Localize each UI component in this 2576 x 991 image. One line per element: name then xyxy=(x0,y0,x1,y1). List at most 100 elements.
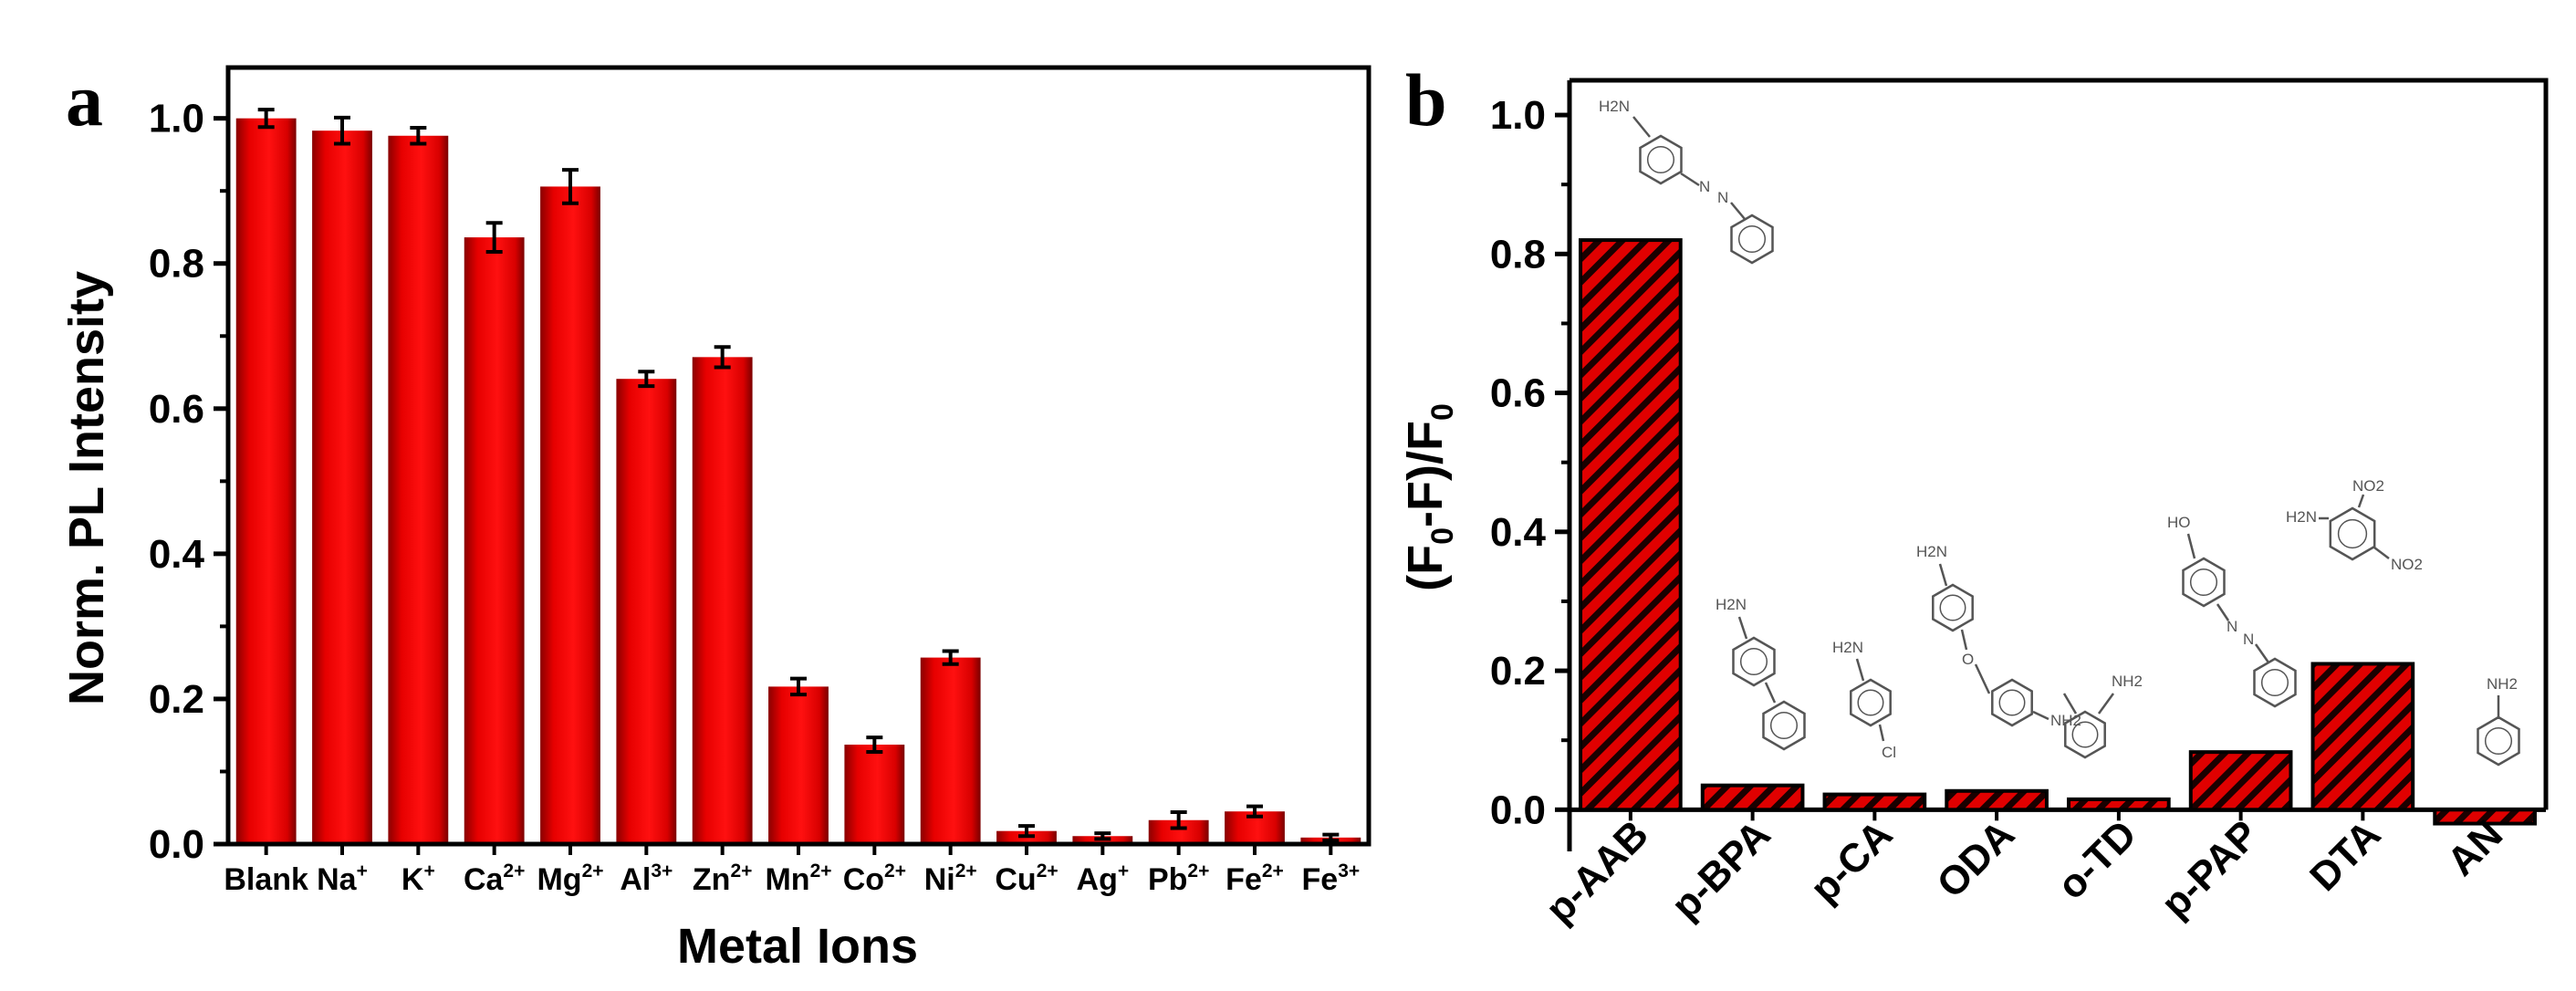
benzene-ring xyxy=(2477,715,2520,767)
structure-p-pap: HO NN xyxy=(2167,514,2297,708)
bond xyxy=(1632,116,1651,138)
panel-b-y-tick-labels: 0.0 0.2 0.4 0.6 0.8 1.0 xyxy=(1490,93,1547,832)
aromatic-circle xyxy=(1939,594,1966,621)
panel-a-letter: a xyxy=(66,58,103,141)
x-tick-label: Fe2+ xyxy=(1225,861,1284,897)
panel-a-axes xyxy=(214,65,1371,855)
benzene-ring xyxy=(1932,583,1974,632)
atom-label-h2n: H2N xyxy=(1916,543,1947,560)
bar-oda xyxy=(1945,788,2049,812)
error-bar-7 xyxy=(790,676,807,697)
aromatic-circle xyxy=(1737,224,1767,254)
structure-p-aab: H2N NN xyxy=(1599,98,1774,265)
atom-label-no2: NO2 xyxy=(2391,556,2423,573)
panel-a-error-bars xyxy=(257,108,1340,843)
bond xyxy=(2062,693,2078,715)
benzene-ring xyxy=(1762,700,1806,751)
y-tick-label: 0.8 xyxy=(1490,232,1546,276)
atom-label-h2n: H2N xyxy=(1832,639,1863,656)
y-tick-label: 0.0 xyxy=(149,822,204,867)
error-bar-8 xyxy=(866,735,883,754)
atom-label-h2n: H2N xyxy=(1716,596,1747,613)
panel-b-bars xyxy=(1579,238,2537,826)
bar-dta xyxy=(2310,662,2415,812)
x-tick-label: p-BPA xyxy=(1663,812,1778,928)
panel-b-letter: b xyxy=(1405,58,1447,141)
aromatic-circle xyxy=(2189,568,2218,597)
bar-9 xyxy=(920,657,981,844)
x-tick-label: Blank xyxy=(224,862,308,897)
aromatic-circle xyxy=(1739,647,1768,676)
x-tick-label: p-CA xyxy=(1801,812,1901,912)
x-tick-label: o-TD xyxy=(2049,812,2144,908)
panel-b-x-tick-labels: p-AAB p-BPA p-CA ODA o-TD p-PAP DTA AN xyxy=(1538,812,2512,932)
x-tick-label: Fe3+ xyxy=(1302,861,1361,897)
atom-label-cl: Cl xyxy=(1882,744,1896,761)
bar-1 xyxy=(312,130,372,844)
bar-8 xyxy=(844,745,905,844)
x-tick-label: DTA xyxy=(2301,812,2389,900)
panel-b: b 0.0 0.2 0.4 0.6 0.8 1.0 p-AAB p-BPA p-CA ODA o-… xyxy=(1398,58,2549,932)
aromatic-circle xyxy=(2071,721,2099,748)
panel-a-y-tick-labels: 0.0 0.2 0.4 0.6 0.8 1.0 xyxy=(149,97,205,867)
panel-b-y-axis-title: (F0-F)/F0 xyxy=(1398,403,1460,591)
benzene-ring xyxy=(2182,557,2226,608)
benzene-ring xyxy=(1639,134,1683,185)
atom-label-o: O xyxy=(1962,651,1974,668)
structure-an: NH2 xyxy=(2477,675,2520,767)
y-tick-label: 0.8 xyxy=(149,242,204,287)
benzene-ring xyxy=(1730,214,1774,265)
bond xyxy=(1960,629,1968,651)
atom-label-nh2: NH2 xyxy=(2050,712,2081,729)
bar-0 xyxy=(235,118,297,844)
error-bar-6 xyxy=(714,345,731,370)
panel-a-x-tick-labels: Blank Na+ K+ Ca2+ Mg2+ Al3+ Zn2+ Mn2+ Co2+ Ni2+ Cu… xyxy=(224,861,1360,897)
x-tick-label: Na+ xyxy=(317,861,368,897)
bar-2 xyxy=(388,135,449,844)
y-tick-label: 0.4 xyxy=(149,532,205,577)
y-tick-label: 0.4 xyxy=(1490,510,1547,555)
x-tick-label: K+ xyxy=(402,861,435,897)
error-bar-5 xyxy=(638,370,655,389)
bar-an xyxy=(2433,808,2537,826)
error-bar-4 xyxy=(562,168,579,205)
bond xyxy=(1974,663,1991,694)
structure-o-td: NH2 xyxy=(2062,673,2143,759)
atom-label-nh2: NH2 xyxy=(2112,673,2143,690)
aromatic-circle xyxy=(2260,668,2289,697)
y-tick-label: 0.6 xyxy=(1490,371,1546,416)
bar-p-ca xyxy=(1822,792,1927,812)
structure-oda: H2N O NH2 xyxy=(1916,543,2081,729)
structure-dta: H2N NO2 NO2 xyxy=(2286,477,2423,573)
panel-a: a 0.0 0.2 0.4 0.6 0.8 1.0 Blank Na+ K+ Ca2+ Mg2+ A… xyxy=(59,58,1371,974)
aromatic-circle xyxy=(2337,518,2368,549)
bond xyxy=(1855,658,1865,682)
error-bar-11 xyxy=(1094,831,1111,841)
bond xyxy=(1938,563,1948,587)
x-tick-label: Co2+ xyxy=(843,861,906,897)
aromatic-circle xyxy=(1769,711,1799,740)
structure-p-ca: H2N Cl xyxy=(1832,639,1896,761)
error-bar-2 xyxy=(410,126,427,146)
error-bar-12 xyxy=(1170,810,1187,830)
bar-7 xyxy=(768,686,829,844)
bond xyxy=(1764,682,1777,704)
x-tick-label: Mn2+ xyxy=(765,861,831,897)
atom-label-nh2: NH2 xyxy=(2487,675,2518,693)
x-tick-label: Cu2+ xyxy=(995,861,1058,897)
bond xyxy=(1878,724,1885,742)
error-bar-0 xyxy=(257,108,275,130)
bar-p-pap xyxy=(2188,750,2293,812)
error-bar-1 xyxy=(334,115,350,146)
bond xyxy=(1730,202,1746,220)
panel-a-x-axis-title: Metal Ions xyxy=(677,919,918,974)
y-tick-label: 0.6 xyxy=(149,387,204,432)
aromatic-circle xyxy=(2484,726,2513,756)
bar-p-bpa xyxy=(1700,783,1805,812)
error-bar-13 xyxy=(1246,804,1263,819)
atom-label-h2n: H2N xyxy=(1599,98,1630,115)
x-tick-label: Ag+ xyxy=(1077,861,1130,897)
aromatic-circle xyxy=(1998,689,2026,716)
